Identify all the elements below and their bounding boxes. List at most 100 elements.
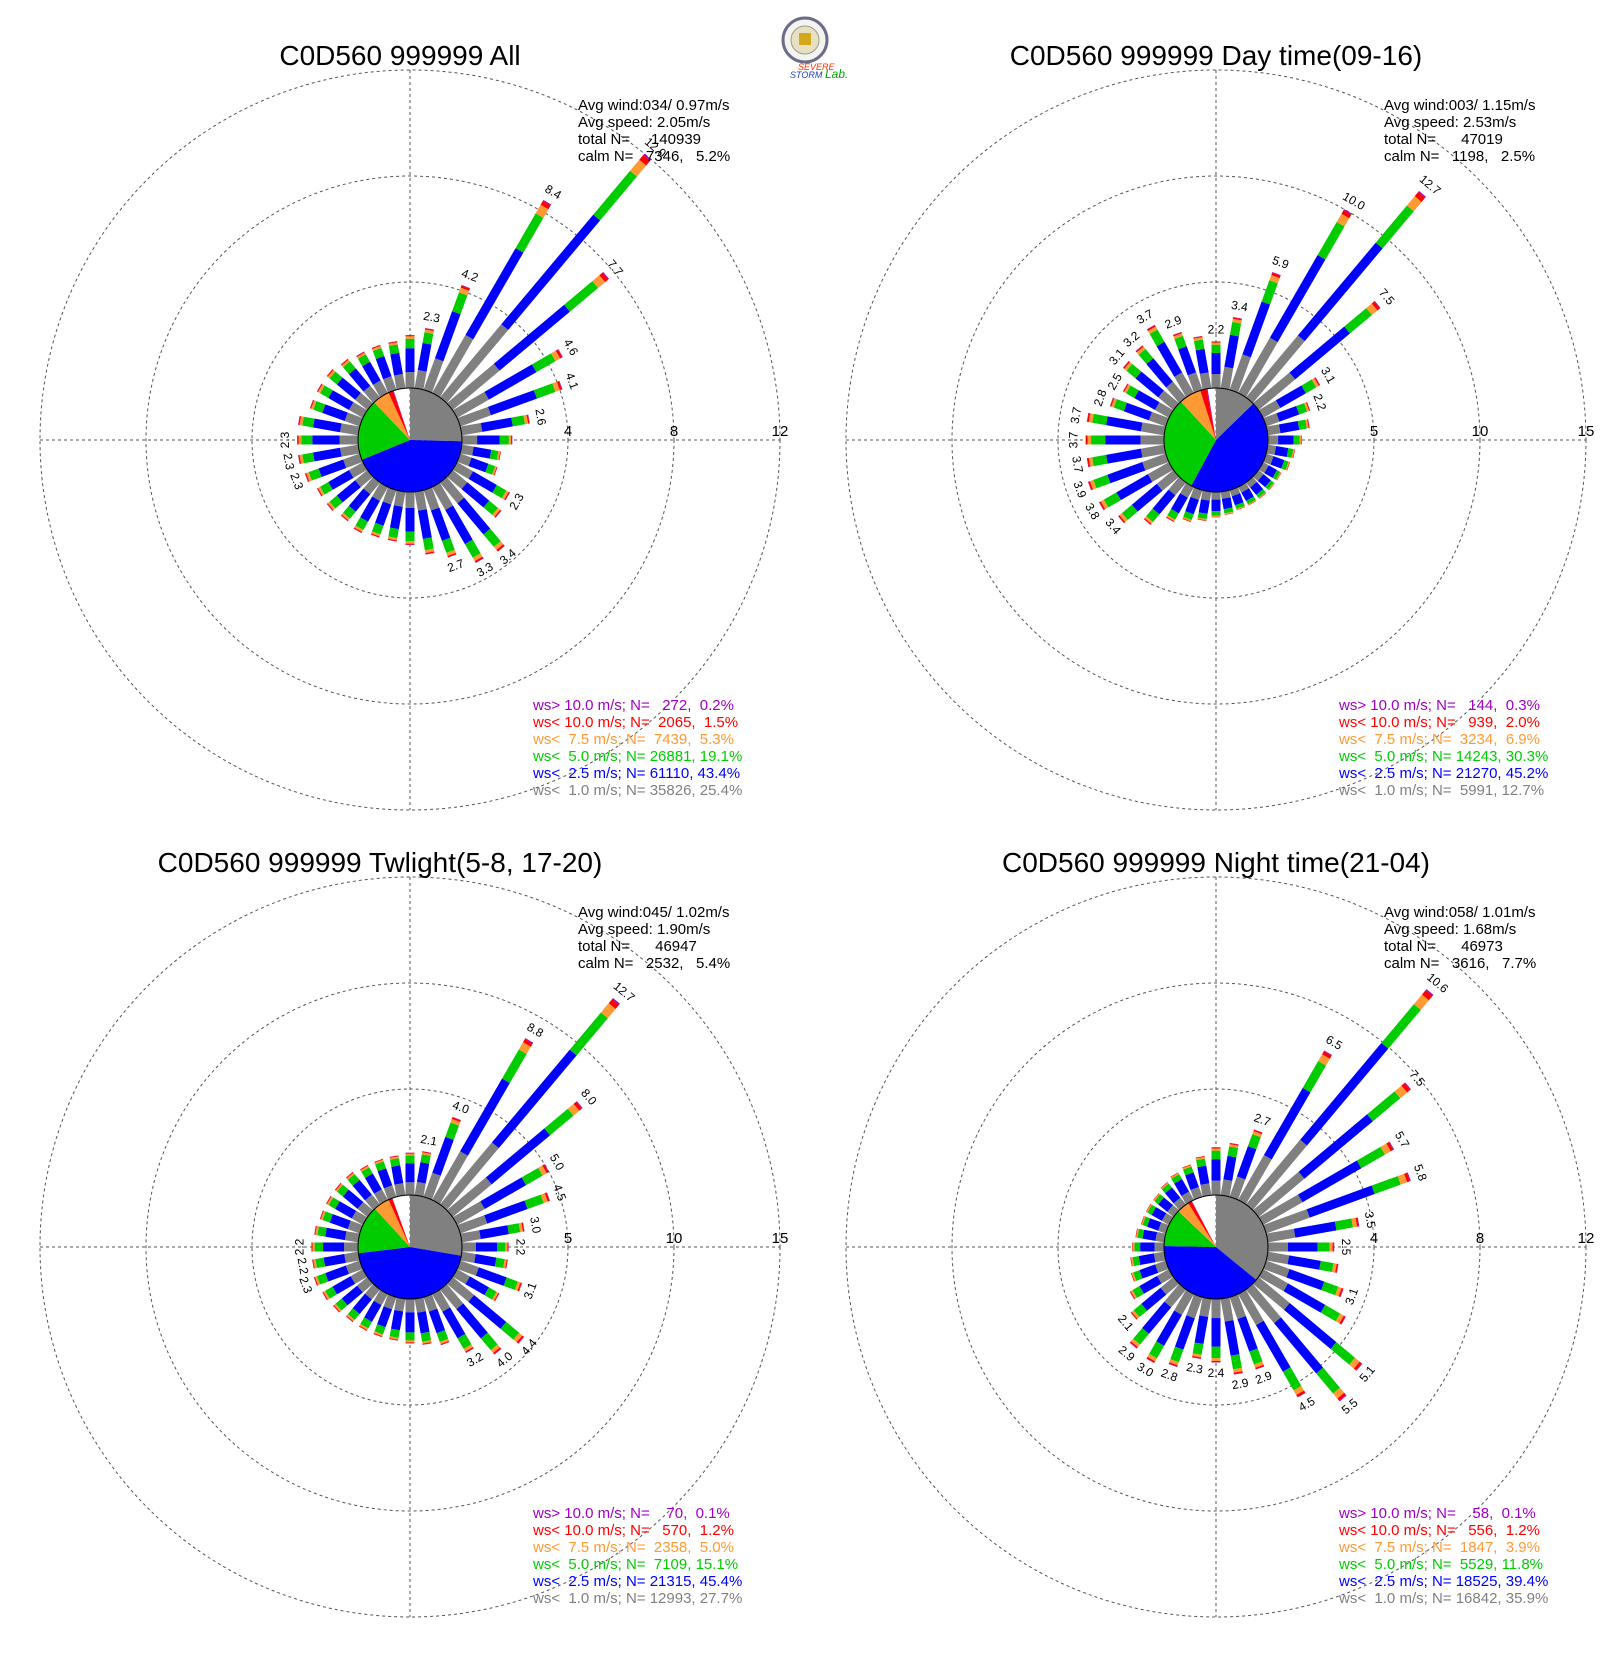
bar-segment	[1193, 337, 1203, 342]
direction-bar-190	[389, 1297, 406, 1341]
bar-segment	[1087, 457, 1091, 468]
direction-bar-270	[1085, 435, 1164, 445]
bar-segment	[1166, 515, 1176, 522]
bar-segment	[1089, 479, 1097, 490]
bar-segment	[1211, 1180, 1221, 1195]
bar-segment	[576, 1101, 583, 1109]
bar-segment	[1088, 413, 1094, 423]
bar-segment	[344, 1231, 360, 1243]
bar-segment	[1171, 1174, 1182, 1184]
bar-segment	[1088, 481, 1093, 491]
direction-bar-350	[388, 341, 406, 390]
bar-segment	[334, 1183, 342, 1191]
bar-segment	[1263, 1260, 1290, 1278]
bar-value-label: 8.4	[542, 182, 564, 203]
bar-segment	[1142, 453, 1169, 471]
bar-segment	[494, 1257, 505, 1268]
bar-segment	[1136, 346, 1146, 355]
bar-segment	[422, 332, 434, 345]
bar-segment	[346, 1315, 354, 1323]
bar-segment	[1129, 1291, 1135, 1300]
bar-segment	[354, 525, 364, 533]
bar-segment	[599, 272, 609, 283]
direction-bar-90	[1268, 1242, 1335, 1252]
bar-segment	[1200, 1183, 1212, 1197]
bar-segment	[319, 1210, 324, 1220]
bar-segment	[405, 1312, 415, 1333]
bar-segment	[390, 1158, 401, 1167]
bar-segment	[312, 435, 340, 445]
bar-segment	[1168, 476, 1187, 496]
bar-segment	[517, 1282, 522, 1292]
bar-segment	[600, 1003, 616, 1019]
bar-segment	[1148, 411, 1169, 427]
direction-bar-80	[460, 414, 530, 436]
bar-segment	[1315, 377, 1321, 386]
direction-bar-300	[1122, 383, 1174, 418]
bar-segment	[1286, 462, 1291, 471]
ring-label: 15	[772, 1230, 789, 1247]
bar-segment	[312, 447, 342, 462]
direction-bar-230	[1118, 469, 1180, 524]
bar-segment	[337, 1184, 349, 1197]
bar-segment	[329, 495, 343, 509]
bar-segment	[1323, 1050, 1333, 1056]
bar-value-label: 3.1	[521, 1280, 540, 1301]
bar-segment	[1333, 1387, 1345, 1399]
bar-segment	[440, 1341, 450, 1346]
direction-bar-80	[1266, 419, 1310, 436]
bar-segment	[1270, 456, 1285, 469]
bar-value-label: 7.7	[604, 257, 626, 279]
direction-bar-40	[439, 153, 652, 404]
pie-outline	[1163, 387, 1269, 493]
direction-bar-270	[297, 435, 358, 445]
bar-value-label: 4.0	[451, 1098, 472, 1117]
bar-segment	[452, 1269, 470, 1285]
bar-segment	[494, 509, 502, 518]
bar-segment	[442, 1307, 466, 1339]
bar-segment	[1140, 422, 1166, 436]
bar-segment	[375, 1161, 387, 1172]
bar-segment	[1220, 1179, 1233, 1197]
legend-entry: ws> 10.0 m/s; N= 58, 0.1%	[1338, 1505, 1536, 1522]
bar-segment	[347, 1220, 363, 1234]
bar-segment	[1258, 492, 1267, 499]
bar-segment	[1271, 272, 1281, 279]
bar-segment	[1229, 1176, 1246, 1200]
bar-segment	[1287, 1255, 1321, 1270]
bar-segment	[432, 1289, 451, 1312]
bar-segment	[1178, 346, 1197, 376]
bar-segment	[1106, 448, 1143, 464]
bar-segment	[405, 372, 415, 388]
bar-segment	[374, 1158, 383, 1163]
bar-segment	[1154, 1194, 1164, 1205]
bar-segment	[371, 531, 381, 537]
bar-value-label: 3.7	[1068, 406, 1085, 425]
bar-segment	[524, 1194, 544, 1209]
bar-segment	[312, 1259, 314, 1269]
bar-segment	[1293, 435, 1300, 445]
bar-segment	[1147, 1204, 1157, 1215]
bar-segment	[372, 482, 388, 502]
legend-entry: ws< 5.0 m/s; N= 14243, 30.3%	[1338, 748, 1548, 765]
direction-bar-80	[460, 1222, 525, 1243]
bar-segment	[540, 200, 551, 210]
bar-segment	[1404, 1082, 1411, 1090]
bar-segment	[1131, 1272, 1137, 1282]
bar-segment	[1355, 1217, 1359, 1227]
bar-segment	[490, 1344, 501, 1354]
bar-segment	[416, 1162, 430, 1184]
bar-segment	[475, 1267, 507, 1286]
legend-entry: ws< 10.0 m/s; N= 939, 2.0%	[1338, 714, 1540, 731]
bar-segment	[1182, 1164, 1191, 1169]
bar-segment	[460, 444, 474, 456]
bar-segment	[359, 1325, 368, 1331]
chart-title: C0D560 999999 All	[279, 40, 520, 71]
bar-segment	[544, 1108, 574, 1136]
bar-segment	[1131, 483, 1163, 512]
bar-segment	[425, 551, 435, 555]
bar-value-label: 5.8	[1411, 1162, 1430, 1183]
pie-slice	[374, 1199, 410, 1247]
bar-segment	[1241, 488, 1254, 502]
bar-segment	[371, 344, 381, 349]
